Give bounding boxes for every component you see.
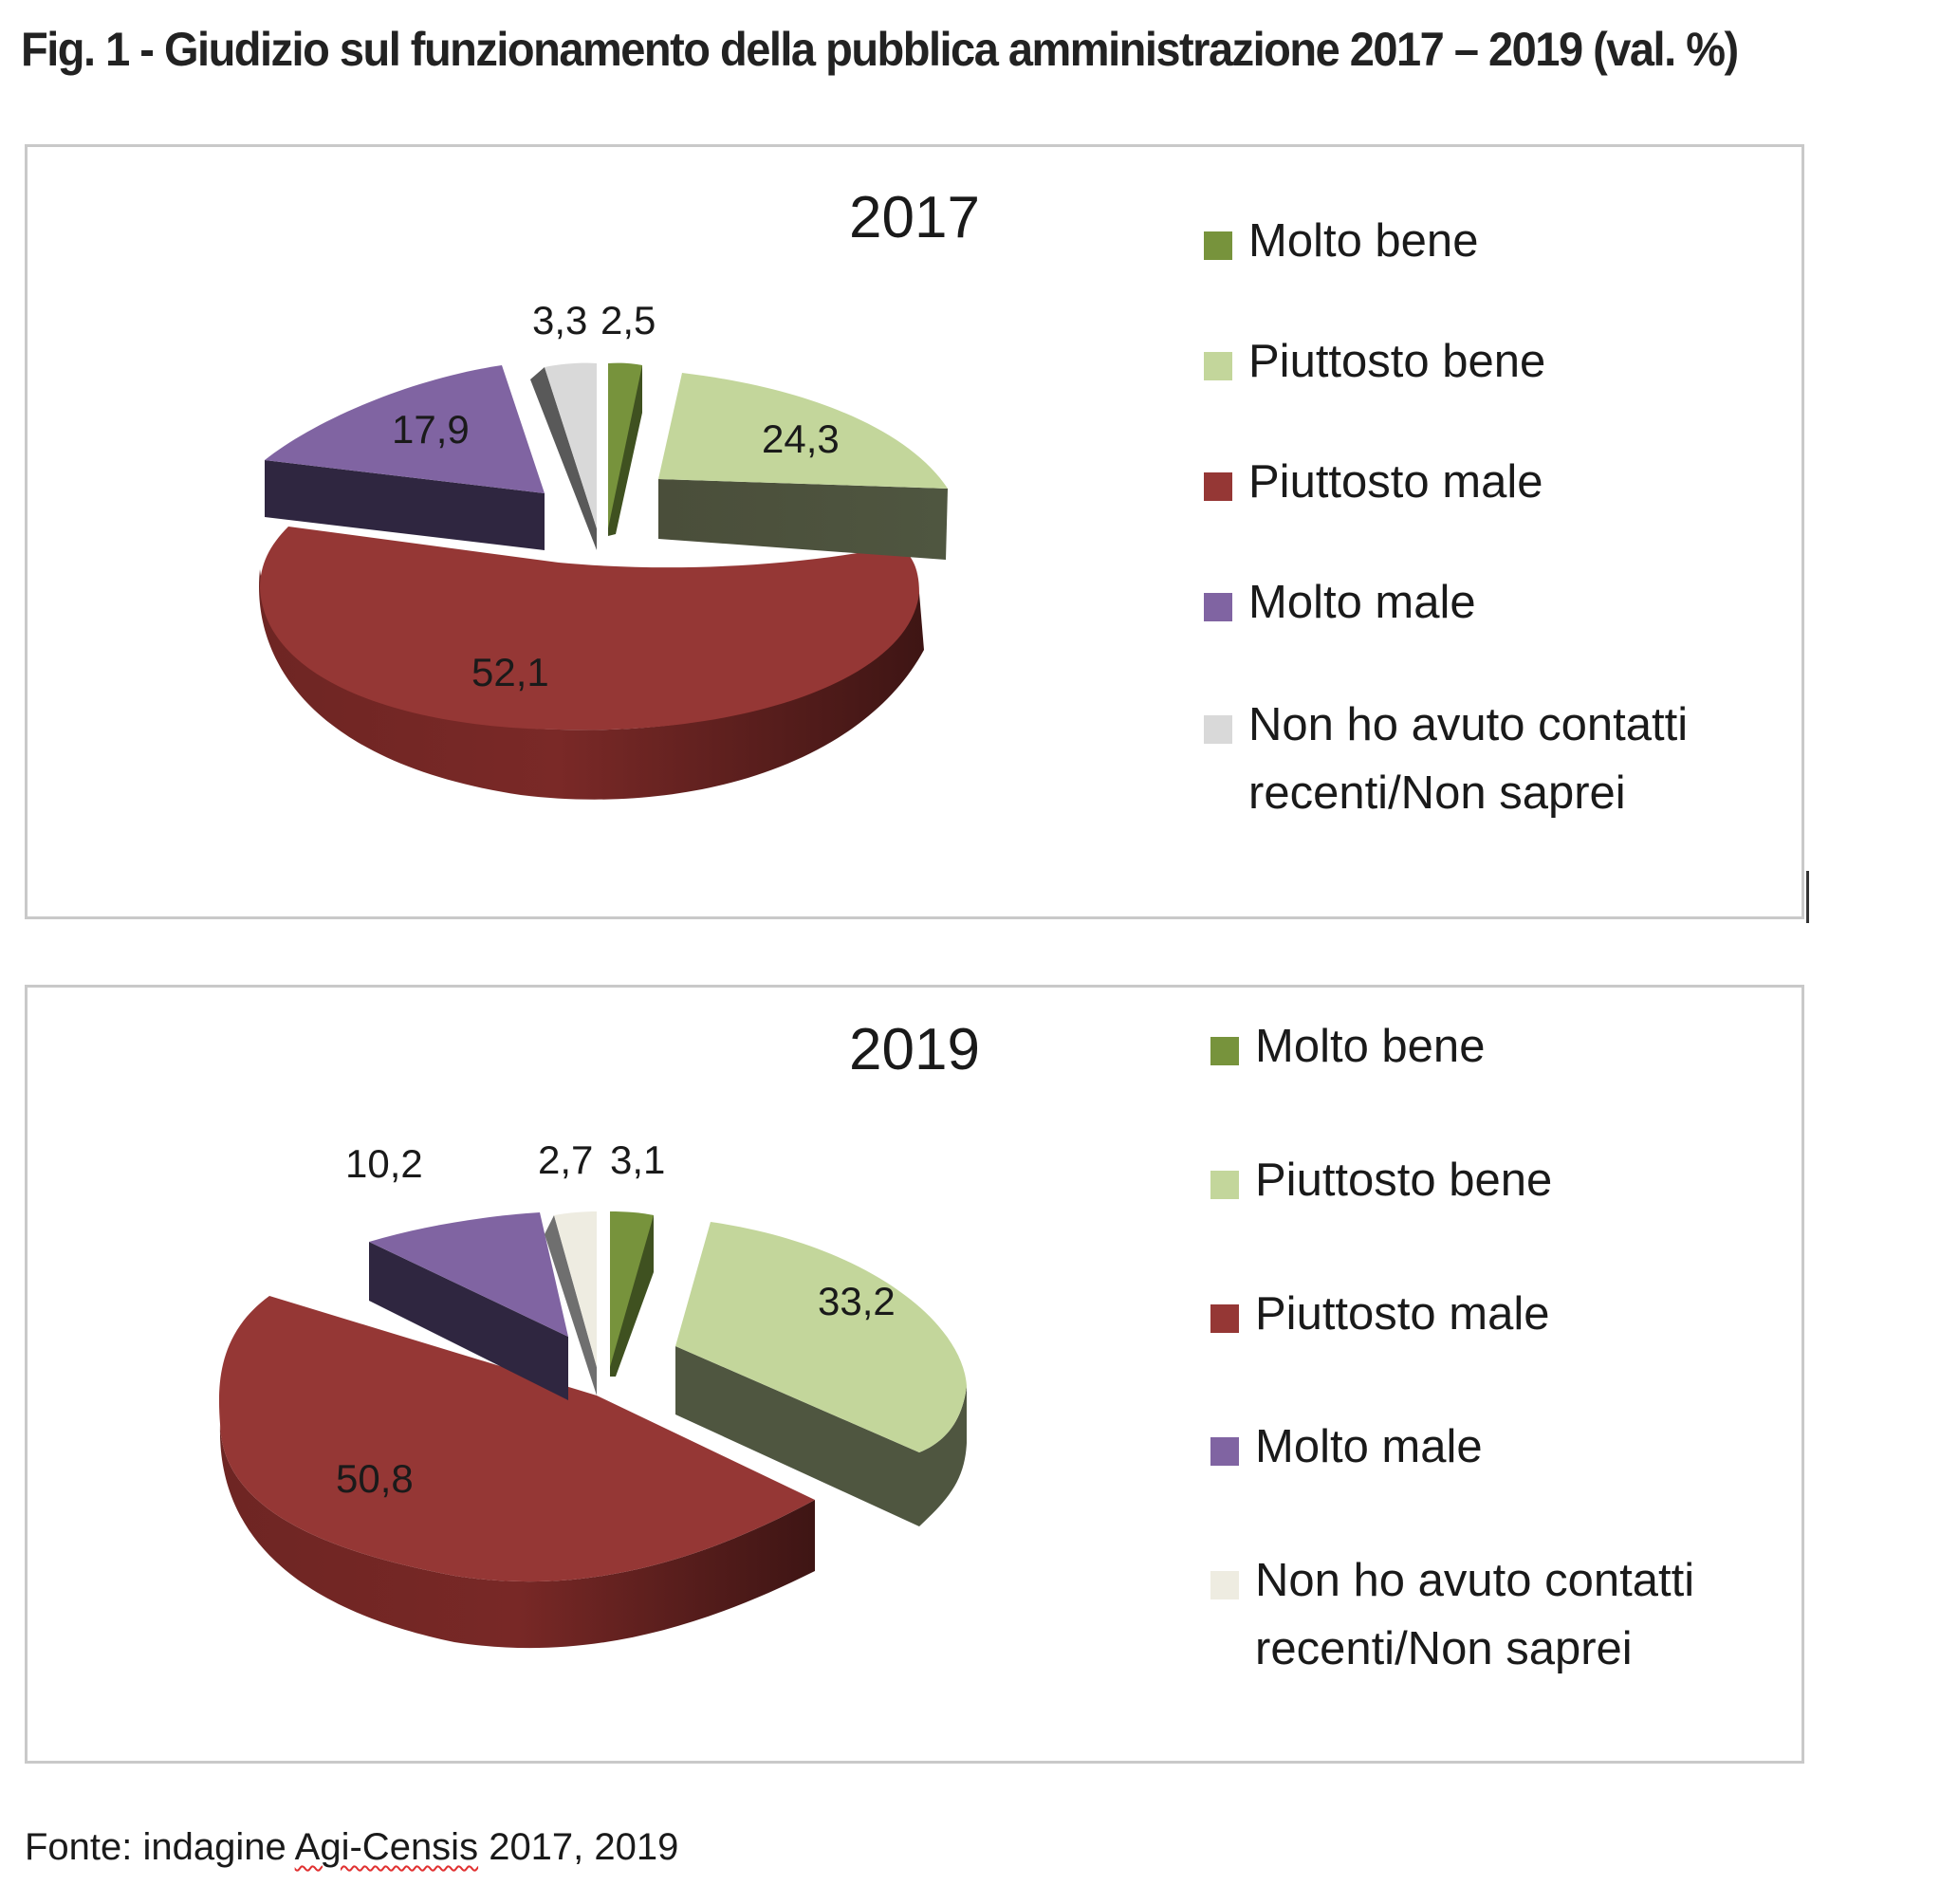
source-prefix: Fonte: indagine bbox=[25, 1826, 295, 1868]
source-note: Fonte: indagine Agi-Censis 2017, 2019 bbox=[25, 1823, 678, 1871]
legend-swatch-piuttosto-bene bbox=[1210, 1171, 1239, 1199]
legend-label-line-2: recenti/Non saprei bbox=[1248, 767, 1626, 819]
legend-swatch-molto-bene bbox=[1210, 1037, 1239, 1065]
legend-label-line-1: Non ho avuto contatti bbox=[1248, 699, 1689, 750]
legend-swatch-molto-male bbox=[1210, 1437, 1239, 1466]
legend-swatch-molto-male bbox=[1204, 593, 1232, 621]
slice-piuttosto-male-2019 bbox=[218, 1296, 815, 1649]
chart-panel-2019: 2019 10,2 2,7 3,1 33,2 50,8 bbox=[25, 985, 1804, 1764]
data-label-2019-molto-male: 10,2 bbox=[345, 1141, 423, 1186]
data-label-2019-piuttosto-male: 50,8 bbox=[336, 1456, 414, 1501]
legend-swatch-piuttosto-male bbox=[1204, 472, 1232, 501]
pie-chart-2017: 2017 3,3 2,5 17,9 24,3 52,1 bbox=[259, 185, 980, 800]
chart-title-2019: 2019 bbox=[849, 1017, 980, 1082]
legend-label: Piuttosto male bbox=[1248, 456, 1543, 508]
figure-title: Fig. 1 - Giudizio sul funzionamento dell… bbox=[21, 23, 1739, 76]
slice-molto-male-2017 bbox=[265, 365, 545, 550]
slice-piuttosto-male-2017 bbox=[259, 527, 924, 800]
chart-panel-2017: 2017 3,3 2,5 17,9 24,3 52,1 bbox=[25, 144, 1804, 919]
edge-mark bbox=[1806, 871, 1809, 923]
data-label-2017-molto-bene: 2,5 bbox=[600, 298, 656, 342]
slice-piuttosto-bene-2017 bbox=[658, 373, 948, 560]
data-label-2017-piuttosto-bene: 24,3 bbox=[762, 416, 840, 461]
data-label-2017-non-so: 3,3 bbox=[532, 298, 587, 342]
legend-swatch-piuttosto-male bbox=[1210, 1304, 1239, 1333]
legend-swatch-piuttosto-bene bbox=[1204, 352, 1232, 380]
data-label-2019-piuttosto-bene: 33,2 bbox=[818, 1279, 896, 1323]
legend-swatch-non-so bbox=[1204, 715, 1232, 744]
slice-molto-male-2019 bbox=[369, 1212, 568, 1400]
legend-label: Molto male bbox=[1255, 1421, 1483, 1472]
slice-molto-bene-2017 bbox=[608, 362, 642, 536]
legend-label: Molto bene bbox=[1255, 1021, 1486, 1072]
slice-non-so-2017 bbox=[530, 362, 597, 550]
source-flagged-word: Agi-Censis bbox=[294, 1826, 479, 1868]
data-label-2017-piuttosto-male: 52,1 bbox=[471, 650, 549, 694]
source-suffix: 2017, 2019 bbox=[478, 1826, 679, 1868]
data-label-2019-non-so: 2,7 bbox=[538, 1137, 593, 1182]
slice-non-so-2019 bbox=[545, 1211, 597, 1396]
legend-label: Piuttosto bene bbox=[1255, 1155, 1553, 1206]
slice-molto-bene-2019 bbox=[610, 1211, 654, 1377]
legend-label-line-1: Non ho avuto contatti bbox=[1255, 1555, 1695, 1606]
data-label-2019-molto-bene: 3,1 bbox=[610, 1137, 665, 1182]
slice-piuttosto-bene-2019 bbox=[675, 1222, 967, 1526]
data-label-2017-molto-male: 17,9 bbox=[392, 407, 470, 452]
legend-swatch-molto-bene bbox=[1204, 231, 1232, 260]
pie-chart-2019: 2019 10,2 2,7 3,1 33,2 50,8 bbox=[218, 1017, 980, 1649]
legend-label: Piuttosto bene bbox=[1248, 336, 1546, 387]
legend-label: Molto male bbox=[1248, 577, 1476, 628]
legend-swatch-non-so bbox=[1210, 1571, 1239, 1599]
legend-label: Piuttosto male bbox=[1255, 1288, 1550, 1340]
legend-label-line-2: recenti/Non saprei bbox=[1255, 1623, 1633, 1674]
chart-title-2017: 2017 bbox=[849, 185, 980, 250]
legend-label: Molto bene bbox=[1248, 215, 1479, 267]
